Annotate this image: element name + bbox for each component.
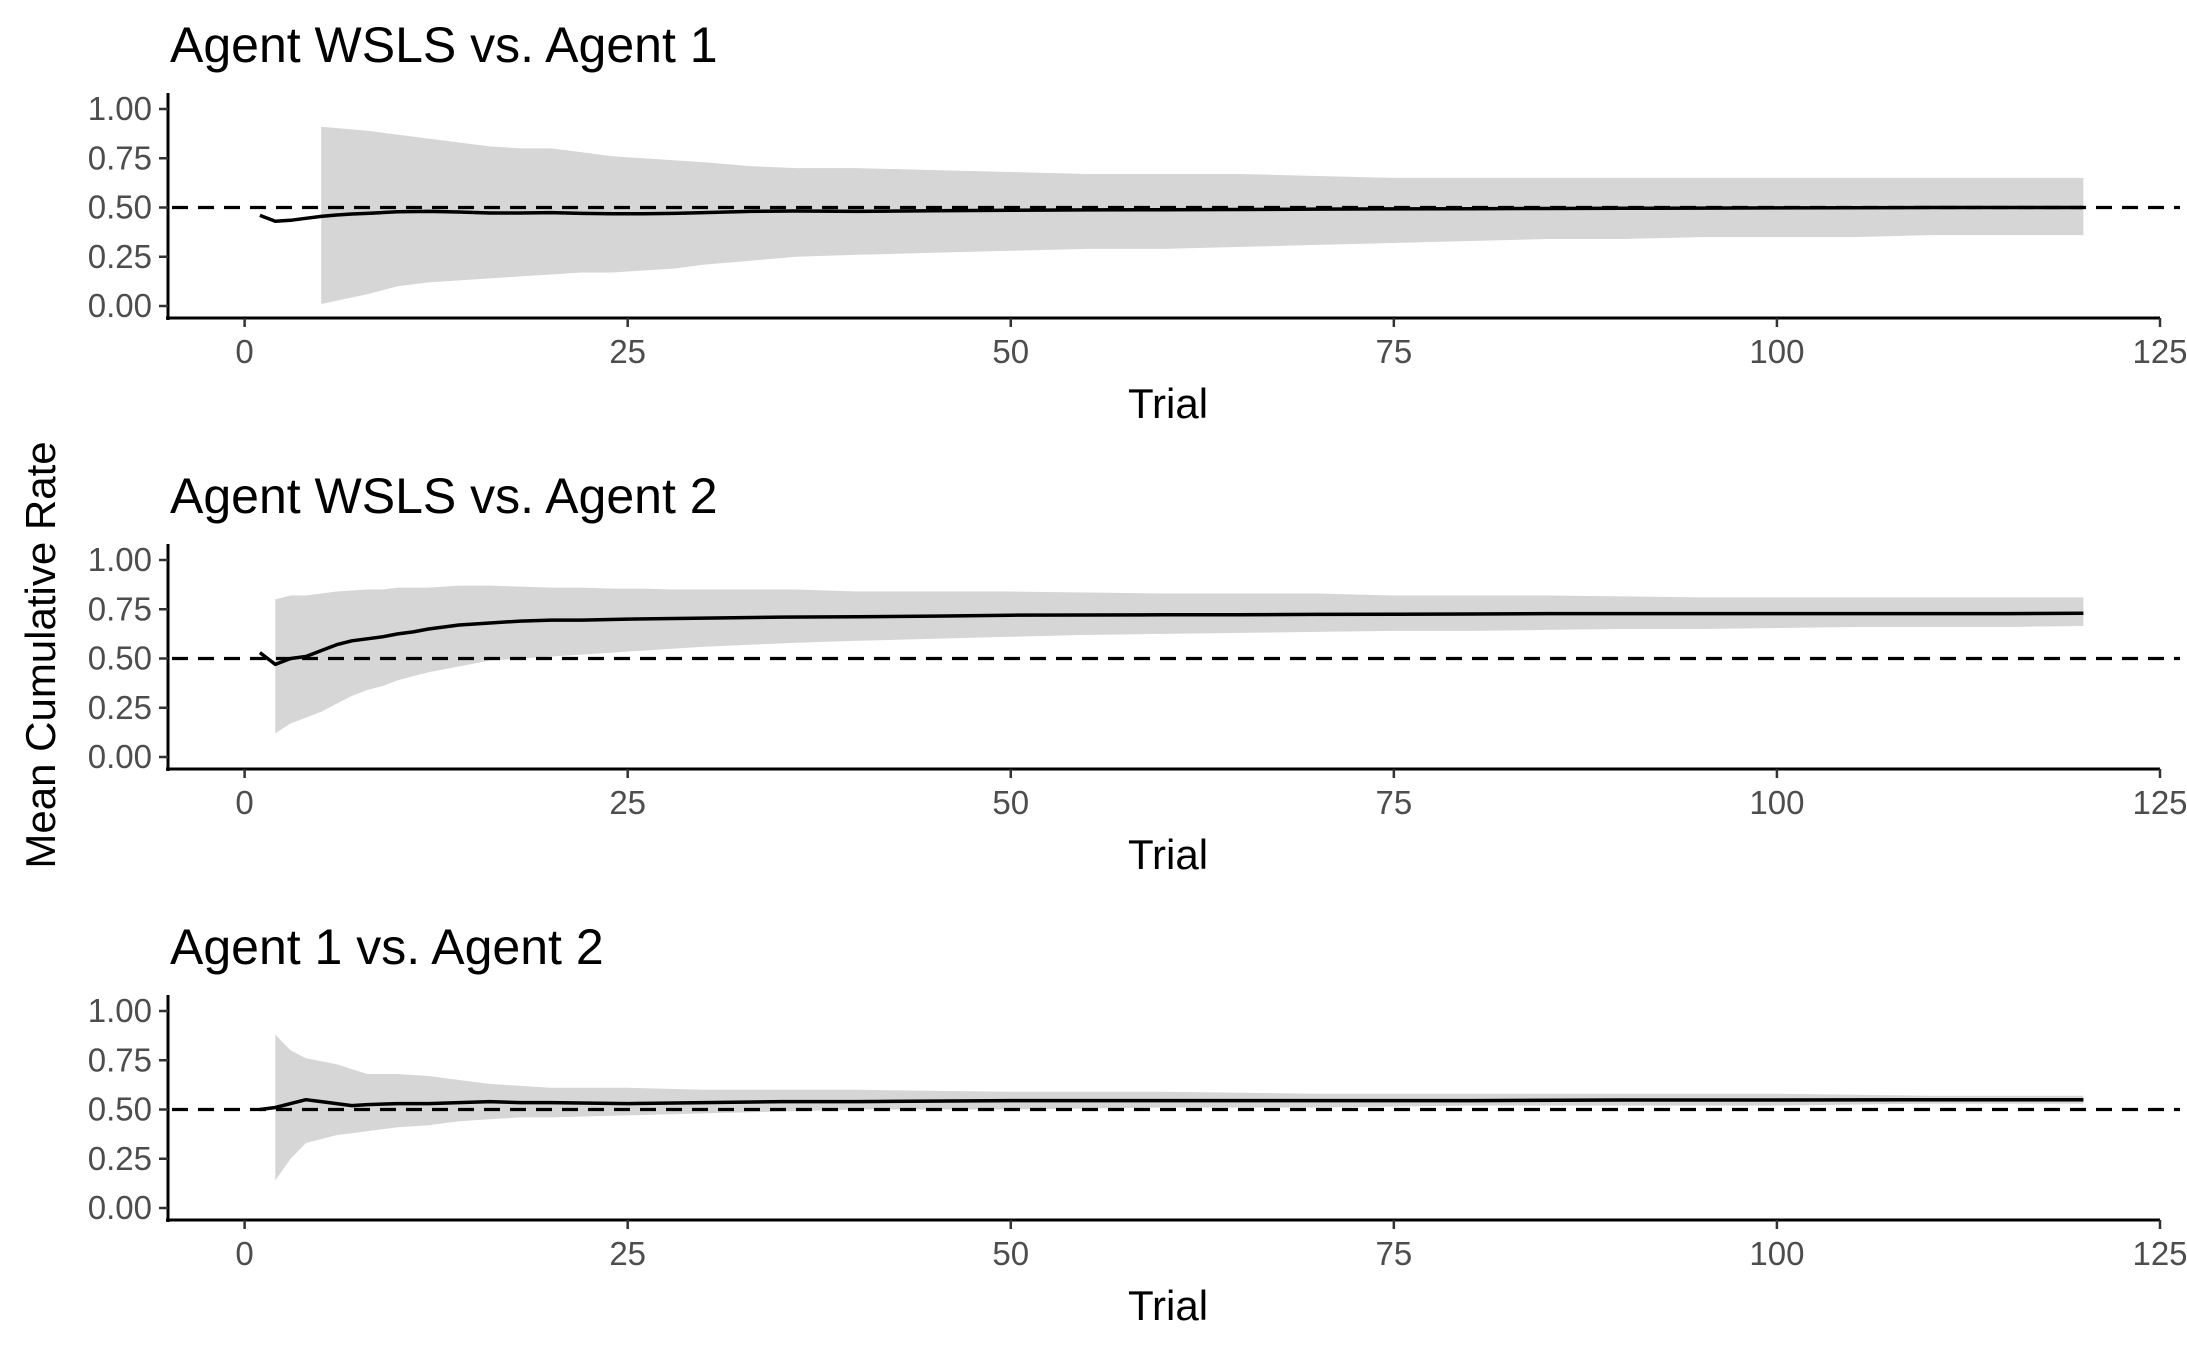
x-tick-label: 50 [992, 1235, 1029, 1272]
x-tick-label: 75 [1375, 784, 1412, 821]
mean-line [258, 611, 2084, 667]
confidence-band [275, 585, 2084, 734]
x-tick-label: 25 [609, 1235, 646, 1272]
x-tick-label: 125 [2132, 333, 2187, 370]
y-tick-label: 0.25 [88, 1140, 152, 1177]
y-tick-label: 1.00 [88, 90, 152, 127]
x-tick-label: 125 [2132, 1235, 2187, 1272]
x-axis-title: Trial [1128, 380, 1208, 427]
y-tick-label: 0.00 [88, 738, 152, 775]
panel-3: Agent 1 vs. Agent 2 0.00 0.25 0.50 0.75 1.00… [88, 919, 2187, 1329]
y-tick-label: 0.00 [88, 287, 152, 324]
x-tick-label: 0 [235, 333, 253, 370]
x-tick-label: 50 [992, 784, 1029, 821]
y-tick-label: 0.25 [88, 689, 152, 726]
panel-marks: 0.00 0.25 0.50 0.75 1.00 0 25 50 75 100 125 [88, 90, 2187, 370]
mean-line [259, 205, 2084, 224]
x-tick-label: 100 [1749, 333, 1804, 370]
panel-title: Agent WSLS vs. Agent 2 [170, 468, 718, 524]
confidence-band [275, 1034, 2084, 1181]
panel-marks: 0.00 0.25 0.50 0.75 1.00 0 25 50 75 100 125 [88, 992, 2187, 1272]
y-axis-title: Mean Cumulative Rate [17, 441, 64, 868]
panel-marks: 0.00 0.25 0.50 0.75 1.00 0 25 50 75 100 125 [88, 541, 2187, 821]
x-axis-title: Trial [1128, 831, 1208, 878]
x-tick-label: 50 [992, 333, 1029, 370]
y-tick-label: 1.00 [88, 992, 152, 1029]
mean-line [259, 1097, 2084, 1112]
x-tick-label: 100 [1749, 784, 1804, 821]
y-tick-label: 0.00 [88, 1189, 152, 1226]
x-tick-label: 25 [609, 784, 646, 821]
y-tick-label: 0.50 [88, 1091, 152, 1128]
y-tick-label: 0.50 [88, 189, 152, 226]
x-tick-label: 75 [1375, 1235, 1412, 1272]
panel-1: Agent WSLS vs. Agent 1 0.00 0.25 0.50 0.75 1… [88, 17, 2187, 427]
y-tick-label: 0.25 [88, 238, 152, 275]
y-tick-label: 0.75 [88, 1041, 152, 1078]
x-tick-label: 100 [1749, 1235, 1804, 1272]
y-tick-label: 0.75 [88, 590, 152, 627]
x-axis-title: Trial [1128, 1282, 1208, 1329]
x-tick-label: 0 [235, 1235, 253, 1272]
panel-title: Agent WSLS vs. Agent 1 [170, 17, 718, 73]
x-tick-label: 0 [235, 784, 253, 821]
y-tick-label: 0.75 [88, 139, 152, 176]
x-tick-label: 25 [609, 333, 646, 370]
x-tick-label: 75 [1375, 333, 1412, 370]
y-tick-label: 0.50 [88, 640, 152, 677]
y-tick-label: 1.00 [88, 541, 152, 578]
x-tick-label: 125 [2132, 784, 2187, 821]
panel-2: Agent WSLS vs. Agent 2 0.00 0.25 0.50 0.75 1… [88, 468, 2187, 878]
confidence-band [321, 126, 2084, 304]
panel-title: Agent 1 vs. Agent 2 [170, 919, 604, 975]
